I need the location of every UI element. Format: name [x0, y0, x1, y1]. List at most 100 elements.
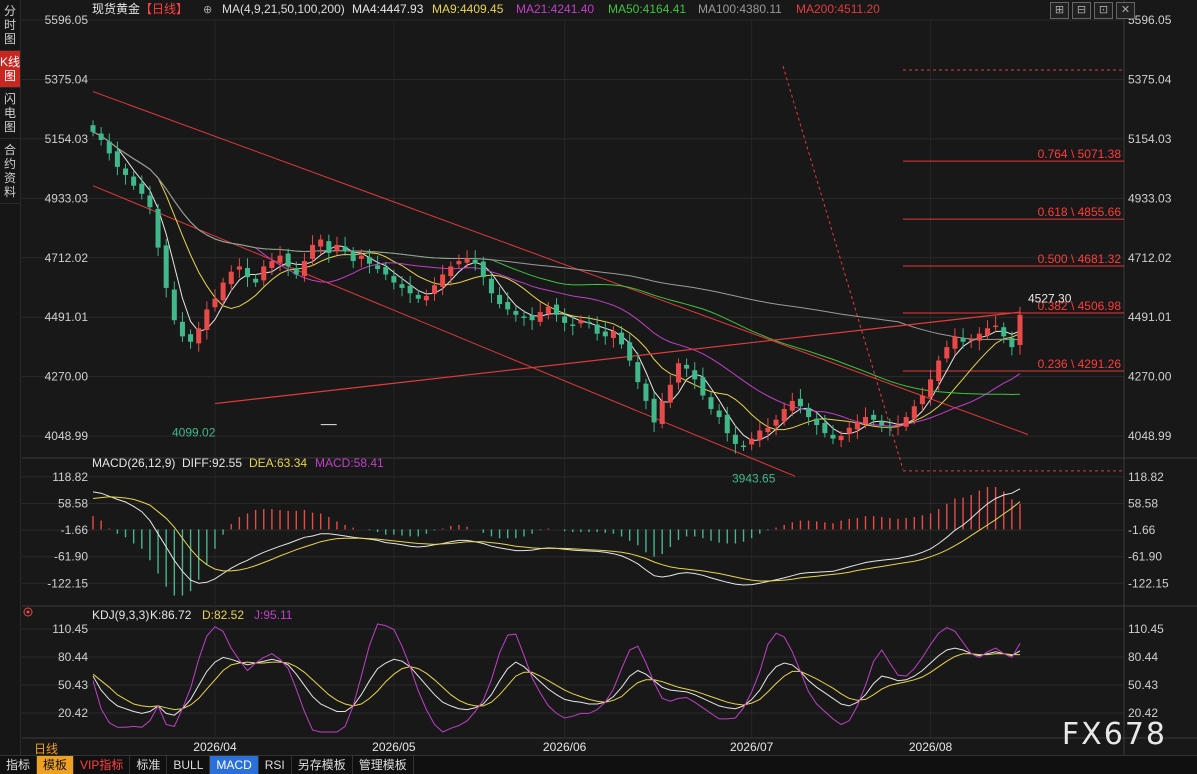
tab-indicators[interactable]: 指标 [0, 756, 38, 774]
left-sidebar: 分时图 K线图 闪电图 合约资料 [0, 0, 21, 756]
candle-body [228, 271, 234, 285]
tab-contract-info[interactable]: 合约资料 [0, 139, 20, 204]
ma-params: MA(4,9,21,50,100,200) [222, 2, 345, 16]
candle-body [277, 255, 283, 263]
candle-body [147, 195, 153, 208]
kdj-j-line [92, 623, 1021, 733]
candle-body [326, 241, 332, 253]
candle-body [976, 333, 982, 341]
tab-kline[interactable]: K线图 [0, 51, 20, 88]
candle-body [741, 445, 747, 448]
candle-body [529, 315, 535, 321]
candle-body [521, 316, 527, 318]
candle-body [513, 311, 519, 315]
candle-body [781, 408, 787, 422]
candle-body [334, 244, 340, 251]
tab-rsi[interactable]: RSI [259, 756, 292, 774]
price-tick-left: 4712.02 [45, 251, 89, 265]
candle-body [114, 151, 120, 167]
tab-vip-indicators[interactable]: VIP指标 [74, 756, 131, 774]
candle-body [537, 312, 543, 322]
tab-timeshare[interactable]: 分时图 [0, 0, 20, 51]
ma100-line [92, 131, 1021, 341]
tab-macd[interactable]: MACD [210, 756, 259, 774]
tab-standard[interactable]: 标准 [130, 756, 168, 774]
ma200-line [214, 311, 1021, 405]
candle-body [594, 324, 600, 334]
candle-body [350, 251, 356, 262]
tab-save-template[interactable]: 另存模板 [292, 756, 353, 774]
candle-body [163, 245, 169, 288]
ma200-label: MA200:4511.20 [796, 2, 880, 16]
watermark: FX678 [1061, 717, 1167, 752]
candle-body [911, 406, 917, 419]
price-tick-left: 4270.00 [45, 370, 89, 384]
layout-grid-icon[interactable]: ⊞ [1050, 2, 1069, 19]
candle-body [879, 421, 885, 426]
date-tick-label: 2026/07 [730, 740, 774, 754]
candle-body [960, 337, 966, 342]
candle-body [749, 438, 755, 445]
candle-body [310, 244, 316, 259]
kdj-settings-icon-dot [26, 610, 30, 614]
price-tick-right: 4491.01 [1128, 310, 1172, 324]
candle-body [220, 282, 226, 301]
ma50-line [92, 131, 1021, 396]
kdj-tick-right: 50.43 [1128, 678, 1158, 692]
candle-body [814, 418, 820, 426]
tab-manage-templates[interactable]: 管理模板 [353, 756, 414, 774]
close-icon[interactable]: ✕ [1116, 2, 1135, 19]
candle-body [342, 246, 348, 251]
candle-body [1017, 314, 1023, 345]
tab-templates[interactable]: 模板 [37, 756, 75, 774]
fib-level-label: 0.618 \ 4855.66 [1038, 205, 1122, 219]
price-tick-left: 5154.03 [45, 132, 89, 146]
candle-body [212, 298, 218, 308]
candle-body [586, 321, 592, 324]
price-tick-right: 5154.03 [1128, 132, 1172, 146]
candle-body [90, 125, 96, 132]
kdj-d-line [92, 653, 1020, 711]
candle-body [358, 255, 364, 259]
ma9-label: MA9:4409.45 [432, 2, 504, 16]
candle-body [919, 395, 925, 405]
trendline-upper [92, 91, 1029, 435]
date-tick-label: 2026/05 [372, 740, 416, 754]
price-tick-left: 4933.03 [45, 191, 89, 205]
candle-body [488, 278, 494, 294]
price-tick-left: 5596.05 [45, 13, 89, 27]
candle-body [806, 407, 812, 418]
fib-level-label: 0.500 \ 4681.32 [1038, 252, 1122, 266]
low-b-annotation: 3943.65 [732, 471, 776, 485]
candle-body [98, 133, 104, 140]
candle-body [123, 168, 129, 175]
maximize-icon[interactable]: ⊡ [1094, 2, 1113, 19]
candle-body [464, 258, 470, 263]
candle-body [383, 266, 389, 275]
price-tick-left: 4491.01 [45, 310, 89, 324]
trendline-lower [92, 185, 796, 477]
bottom-toolbar: 指标 模板 VIP指标 标准 BULL MACD RSI 另存模板 管理模板 [0, 755, 1197, 774]
candle-body [244, 268, 251, 278]
tab-bull[interactable]: BULL [167, 756, 211, 774]
settings-icon[interactable]: ⊕ [203, 4, 212, 16]
kdj-tick-left: 80.44 [58, 650, 88, 664]
price-tick-right: 5596.05 [1128, 13, 1172, 27]
macd-tick-left: -1.66 [61, 523, 89, 537]
ma50-label: MA50:4164.41 [608, 2, 686, 16]
price-tick-right: 5375.04 [1128, 72, 1172, 86]
candle-body [155, 208, 161, 248]
candle-body [846, 427, 852, 434]
layout-split-icon[interactable]: ⊟ [1072, 2, 1091, 19]
kdj-d-label: D:82.52 [202, 608, 244, 622]
tab-flash-chart[interactable]: 闪电图 [0, 88, 20, 139]
candle-body [838, 435, 844, 441]
candle-body [1001, 327, 1007, 337]
candle-body [789, 400, 795, 411]
kdj-settings-icon[interactable] [23, 607, 33, 617]
date-tick-label: 2026/08 [909, 740, 953, 754]
period-footer-label: 日线 [34, 742, 58, 756]
candle-body [854, 422, 860, 430]
macd-tick-right: -1.66 [1128, 523, 1156, 537]
